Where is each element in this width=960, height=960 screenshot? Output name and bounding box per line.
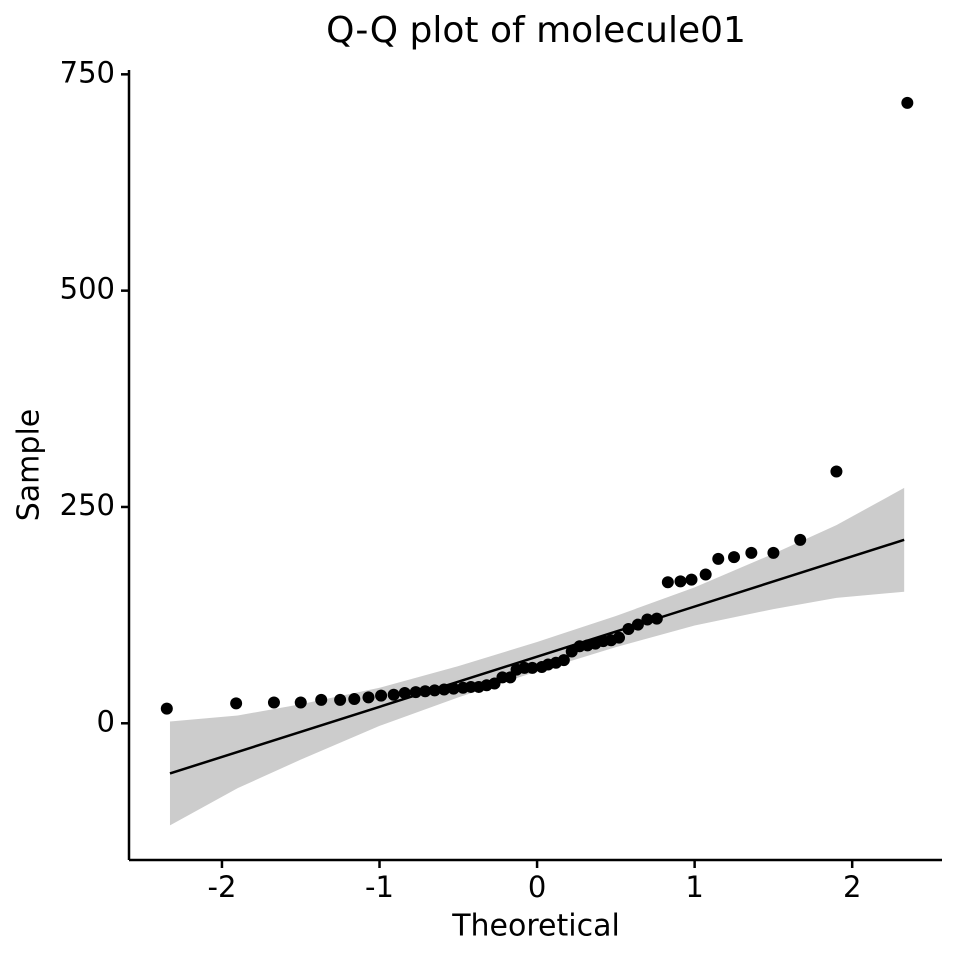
x-tick-label: 2 bbox=[843, 870, 861, 904]
point bbox=[794, 533, 807, 546]
x-tick-label: 1 bbox=[685, 870, 703, 904]
point bbox=[650, 612, 663, 625]
point bbox=[674, 575, 687, 588]
point bbox=[419, 685, 432, 698]
point bbox=[661, 576, 674, 589]
point bbox=[230, 697, 243, 710]
point bbox=[830, 465, 843, 478]
point bbox=[767, 546, 780, 559]
chart-title: Q-Q plot of molecule01 bbox=[326, 10, 746, 51]
point bbox=[641, 613, 654, 626]
point bbox=[428, 684, 441, 697]
y-tick-label: 500 bbox=[60, 272, 115, 306]
point bbox=[557, 654, 570, 667]
y-tick-label: 250 bbox=[60, 488, 115, 522]
x-tick-label: -2 bbox=[207, 870, 236, 904]
point bbox=[631, 618, 644, 631]
point bbox=[699, 568, 712, 581]
point bbox=[728, 551, 741, 564]
x-axis-title: Theoretical bbox=[451, 909, 620, 944]
point bbox=[334, 693, 347, 706]
reference-line bbox=[169, 538, 905, 775]
point bbox=[315, 693, 328, 706]
point bbox=[712, 552, 725, 565]
y-tick-label: 750 bbox=[60, 55, 115, 89]
point bbox=[362, 691, 375, 704]
point bbox=[685, 573, 698, 586]
point bbox=[160, 702, 173, 715]
x-tick-label: 0 bbox=[528, 870, 546, 904]
y-axis-title: Sample bbox=[12, 409, 47, 522]
y-tick-label: 0 bbox=[97, 704, 115, 738]
point bbox=[348, 693, 361, 706]
x-tick-label: -1 bbox=[365, 870, 394, 904]
point bbox=[294, 696, 307, 709]
point bbox=[267, 696, 280, 709]
point bbox=[901, 96, 914, 109]
point bbox=[613, 631, 626, 644]
point bbox=[447, 682, 460, 695]
point bbox=[438, 683, 451, 696]
point bbox=[409, 686, 422, 699]
point bbox=[745, 546, 758, 559]
point bbox=[387, 688, 400, 701]
point bbox=[375, 689, 388, 702]
point bbox=[398, 687, 411, 700]
point bbox=[526, 661, 539, 674]
point bbox=[622, 622, 635, 635]
